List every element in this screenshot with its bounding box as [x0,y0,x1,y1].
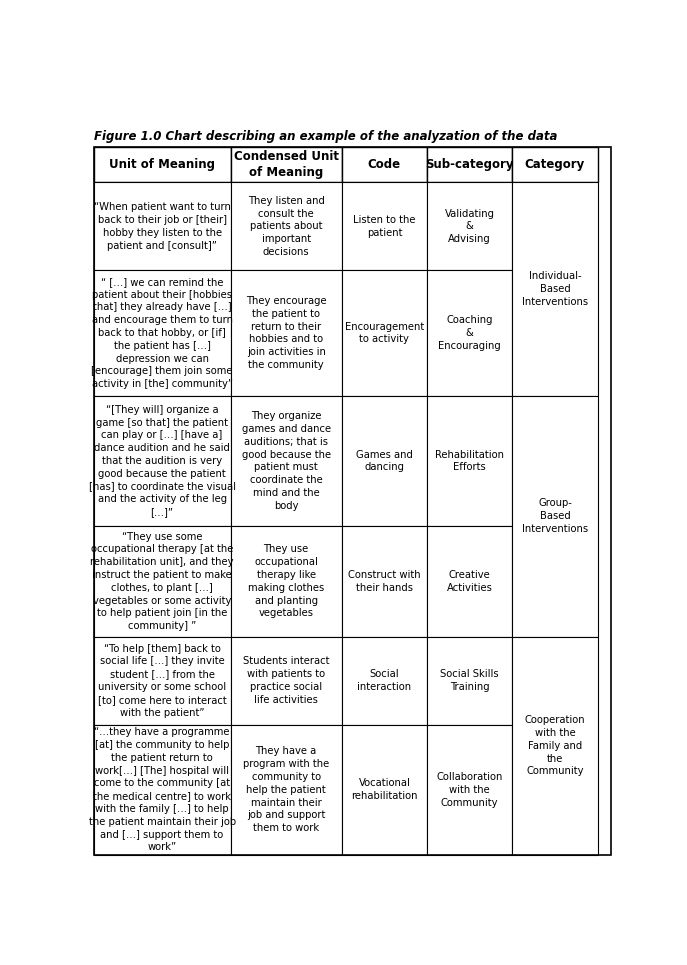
Bar [231,270,341,396]
Bar [341,270,427,396]
Text: Unit of Meaning: Unit of Meaning [109,158,215,171]
Text: Cooperation
with the
Family and
the
Community: Cooperation with the Family and the Comm… [525,715,585,777]
Text: Listen to the
patient: Listen to the patient [353,215,416,237]
Text: Figure 1.0 Chart describing an example of the analyzation of the data: Figure 1.0 Chart describing an example o… [93,129,557,143]
Bar [513,182,598,396]
Bar [427,396,513,526]
Text: They use
occupational
therapy like
making clothes
and planting
vegetables: They use occupational therapy like makin… [248,544,324,619]
Bar [341,725,427,855]
Bar [427,182,513,270]
Text: Individual-
Based
Interventions: Individual- Based Interventions [522,271,588,307]
Bar [513,637,598,855]
Text: Students interact
with patients to
practice social
life activities: Students interact with patients to pract… [243,656,330,704]
Text: Vocational
rehabilitation: Vocational rehabilitation [351,779,418,801]
Bar [93,637,231,725]
Bar [341,147,427,182]
Text: “[They will] organize a
game [so that] the patient
can play or […] [have a]
danc: “[They will] organize a game [so that] t… [89,404,236,517]
Text: Coaching
&
Encouraging: Coaching & Encouraging [438,316,501,351]
Text: They organize
games and dance
auditions; that is
good because the
patient must
c: They organize games and dance auditions;… [242,411,330,510]
Text: Games and
dancing: Games and dancing [356,450,413,472]
Text: Group-
Based
Interventions: Group- Based Interventions [522,498,588,534]
Text: “To help [them] back to
social life […] they invite
student […] from the
univers: “To help [them] back to social life […] … [98,644,227,718]
Bar [427,725,513,855]
Text: Rehabilitation
Efforts: Rehabilitation Efforts [435,450,504,472]
Bar [231,182,341,270]
Bar [231,637,341,725]
Bar [93,270,231,396]
Bar [427,147,513,182]
Text: “…they have a programme
[at] the community to help
the patient return to
work[…]: “…they have a programme [at] the communi… [89,728,236,852]
Bar [427,526,513,637]
Bar [341,526,427,637]
Text: “They use some
occupational therapy [at the
rehabilitation unit], and they
instr: “They use some occupational therapy [at … [91,532,234,631]
Text: Sub-category: Sub-category [425,158,514,171]
Bar [93,396,231,526]
Text: Social
interaction: Social interaction [357,669,412,692]
Text: Encouragement
to activity: Encouragement to activity [345,321,424,345]
Text: Code: Code [368,158,401,171]
Text: Collaboration
with the
Community: Collaboration with the Community [436,772,503,808]
Text: They encourage
the patient to
return to their
hobbies and to
join activities in
: They encourage the patient to return to … [246,296,326,370]
Bar [231,396,341,526]
Text: Construct with
their hands: Construct with their hands [348,570,420,593]
Text: Condensed Unit
of Meaning: Condensed Unit of Meaning [234,150,339,179]
Bar [513,396,598,637]
Text: They have a
program with the
community to
help the patient
maintain their
job an: They have a program with the community t… [243,746,329,833]
Text: They listen and
consult the
patients about
important
decisions: They listen and consult the patients abo… [248,196,325,257]
Text: Social Skills
Training: Social Skills Training [440,669,499,692]
Text: Validating
&
Advising: Validating & Advising [444,208,495,244]
Bar [93,147,231,182]
Bar [231,526,341,637]
Bar [341,182,427,270]
Bar [513,147,598,182]
Bar [231,725,341,855]
Text: “ […] we can remind the
patient about their [hobbies
that] they already have […]: “ […] we can remind the patient about th… [91,277,233,389]
Text: Creative
Activities: Creative Activities [447,570,493,593]
Bar [231,147,341,182]
Bar [341,396,427,526]
Bar [427,637,513,725]
Bar [93,526,231,637]
Bar [341,637,427,725]
Text: Category: Category [525,158,585,171]
Bar [93,182,231,270]
Bar [427,270,513,396]
Bar [93,725,231,855]
Text: “When patient want to turn
back to their job or [their]
hobby they listen to the: “When patient want to turn back to their… [93,203,231,251]
